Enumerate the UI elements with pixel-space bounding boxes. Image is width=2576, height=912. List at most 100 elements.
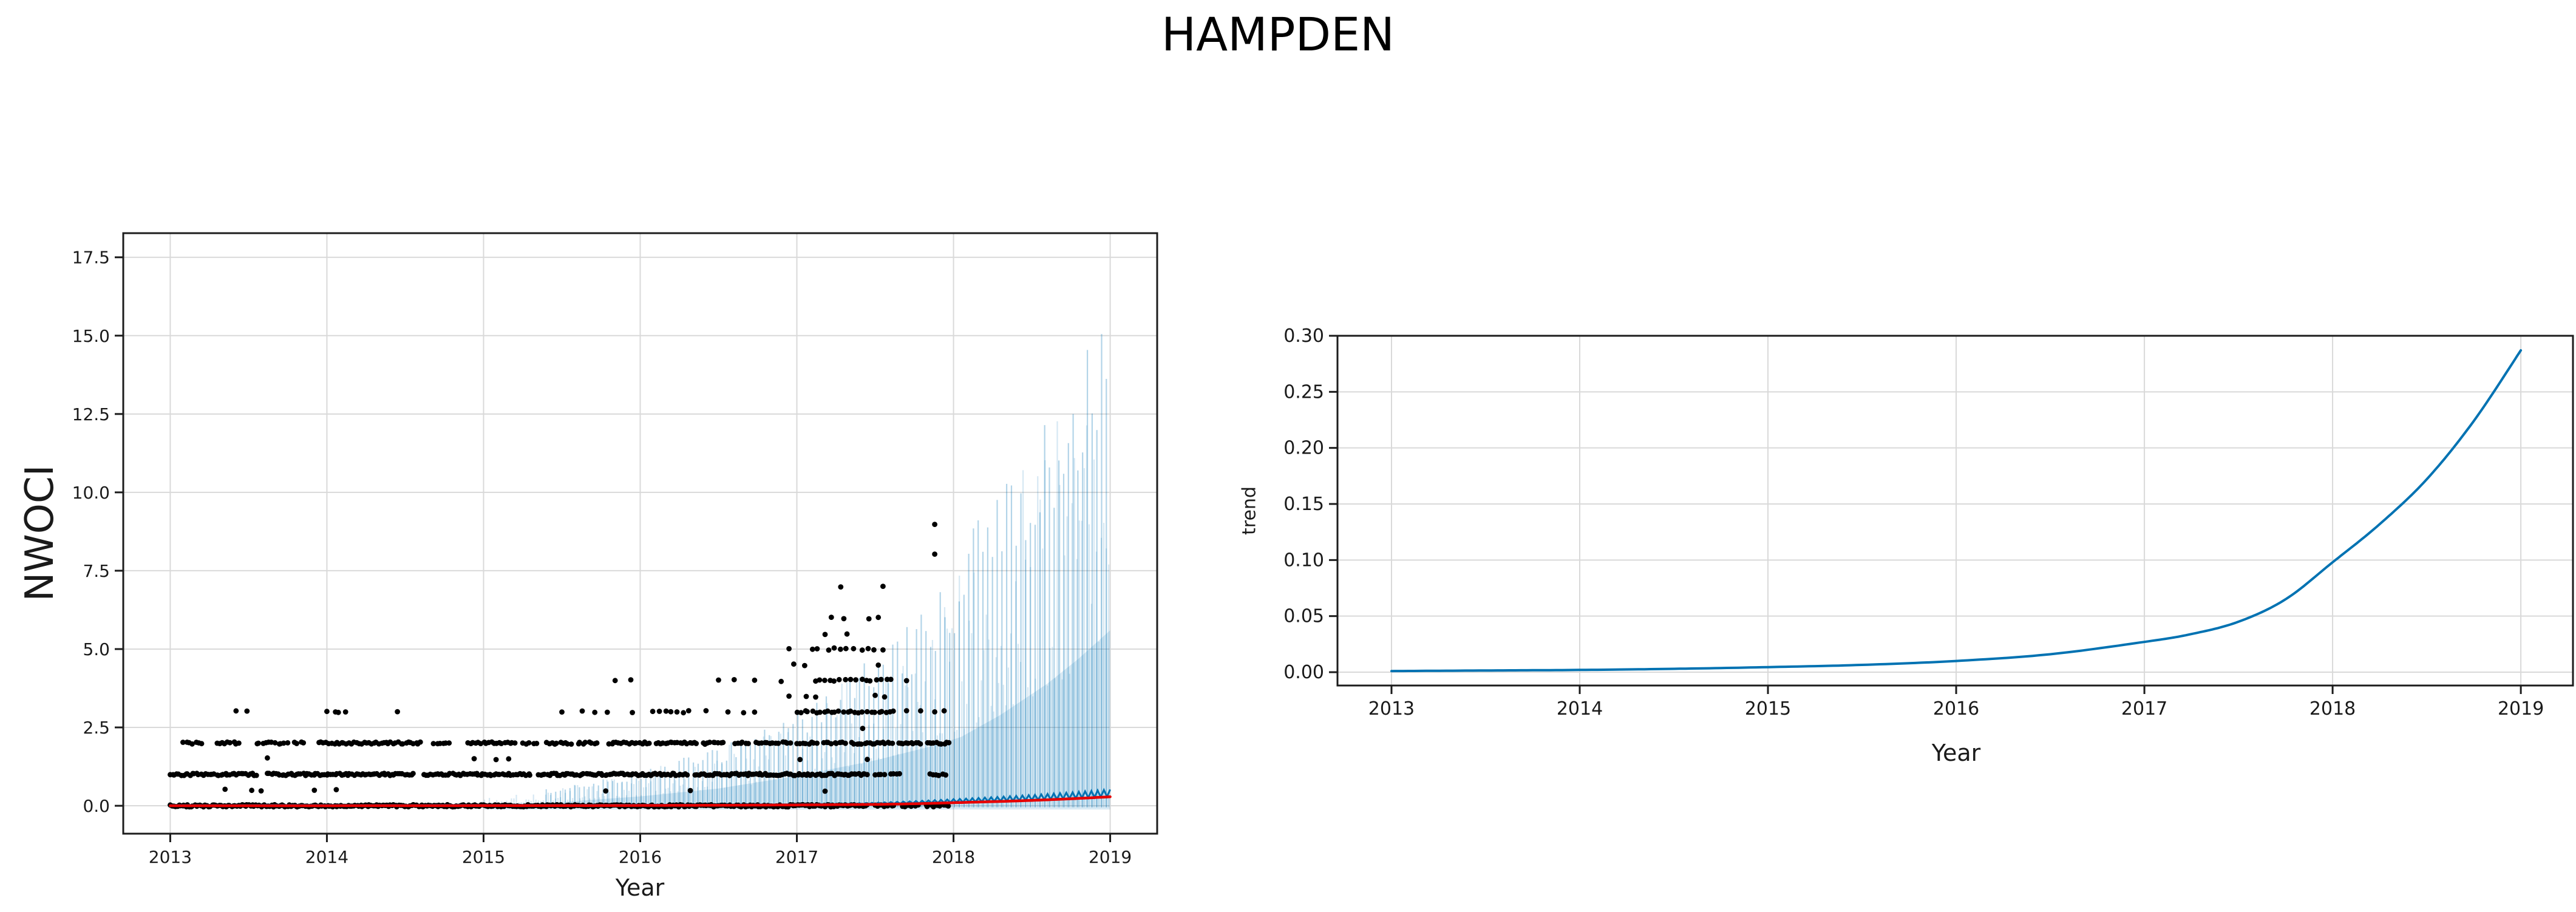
- observation-dot: [663, 708, 669, 714]
- observation-dot: [775, 740, 781, 746]
- observation-dot: [843, 645, 849, 652]
- observation-dot: [674, 709, 680, 715]
- observation-dot: [838, 584, 844, 590]
- observation-dot: [798, 710, 804, 716]
- observation-dot: [687, 788, 693, 794]
- observation-dot: [512, 740, 518, 746]
- observation-dot: [872, 709, 878, 715]
- observation-dot: [924, 803, 930, 809]
- observation-dot: [731, 677, 737, 682]
- trend-curve: [1390, 349, 2523, 673]
- observation-dot: [880, 647, 886, 653]
- observation-dot: [582, 740, 588, 746]
- observation-dot: [684, 772, 690, 778]
- figure-title: HAMPDEN: [1161, 7, 1395, 61]
- observation-dot: [236, 740, 242, 746]
- observation-dot: [835, 708, 841, 714]
- observation-dot: [253, 772, 259, 778]
- observation-dot: [838, 646, 843, 652]
- x-tick-label: 2013: [1368, 698, 1415, 720]
- observation-dot: [848, 676, 854, 682]
- observation-dot: [594, 740, 600, 746]
- observation-dot: [778, 678, 784, 684]
- y-tick-label: 0.05: [1283, 606, 1324, 627]
- observation-dot: [803, 693, 809, 699]
- observation-dot: [831, 709, 837, 715]
- observation-dot: [875, 662, 882, 668]
- observation-dot: [932, 551, 937, 557]
- left-x-axis-label: Year: [615, 874, 665, 901]
- observation-dot: [311, 788, 318, 793]
- x-tick-label: 2016: [1933, 698, 1979, 720]
- observation-dot: [878, 676, 884, 682]
- observation-dot: [851, 645, 857, 652]
- observation-dot: [878, 709, 885, 715]
- observation-dot: [786, 646, 792, 652]
- observation-dot: [430, 741, 437, 747]
- observation-dot: [527, 772, 532, 778]
- observation-dot: [809, 646, 815, 652]
- x-tick-label: 2014: [305, 847, 348, 867]
- y-tick-label: 0.10: [1283, 550, 1324, 571]
- observation-dot: [559, 709, 565, 715]
- observation-dot: [836, 676, 842, 682]
- observation-dot: [890, 708, 896, 714]
- observation-dot: [791, 661, 797, 667]
- observation-dot: [227, 740, 233, 746]
- observation-dot: [604, 709, 610, 715]
- uncertainty-band-fill: [483, 630, 1110, 810]
- y-tick-label: 0.30: [1283, 325, 1324, 347]
- observation-dot: [826, 647, 832, 653]
- observation-dot: [882, 772, 888, 778]
- observation-dot: [342, 709, 348, 715]
- observation-dot: [294, 741, 299, 746]
- observation-dot: [814, 740, 820, 746]
- observation-dot: [804, 709, 810, 715]
- observation-dot: [612, 678, 618, 684]
- observation-dot: [628, 677, 634, 682]
- x-tick-label: 2019: [2498, 698, 2544, 720]
- observation-dot: [180, 740, 186, 745]
- observation-dot: [841, 709, 846, 715]
- observation-dot: [797, 757, 803, 763]
- observation-dot: [860, 676, 865, 682]
- observation-dot: [446, 740, 452, 746]
- observation-dot: [867, 678, 873, 684]
- observation-dot: [249, 788, 254, 794]
- observation-dot: [603, 788, 609, 794]
- observation-dot: [333, 787, 339, 792]
- observation-dot: [828, 741, 834, 747]
- y-tick-label: 0.20: [1283, 438, 1324, 459]
- observation-dot: [803, 741, 808, 746]
- observation-dot: [866, 616, 872, 622]
- observation-dot: [280, 740, 287, 746]
- observation-dot: [917, 741, 923, 747]
- observation-dot: [888, 676, 894, 682]
- observation-dot: [813, 694, 818, 700]
- observation-dot: [802, 662, 807, 669]
- left-chart-plot-area: [168, 334, 1112, 810]
- observation-dot: [630, 710, 635, 715]
- observation-dot: [831, 678, 837, 684]
- observation-dot: [222, 786, 228, 792]
- observation-dot: [903, 708, 909, 713]
- observation-dot: [565, 741, 570, 747]
- observation-dot: [646, 740, 652, 746]
- y-tick-label: 12.5: [72, 404, 110, 424]
- right-chart-frame: 2013 2014 2015 2016 2017 2018 2019 0.00 0.05 0.10…: [1283, 325, 2574, 720]
- observation-dot: [703, 708, 709, 713]
- observation-dot: [843, 740, 848, 746]
- observation-dot: [848, 708, 854, 714]
- observation-dot: [739, 740, 745, 745]
- observation-dot: [301, 740, 307, 746]
- observation-dot: [859, 709, 865, 715]
- y-tick-label: 0.15: [1283, 494, 1324, 515]
- x-tick-label: 2013: [149, 847, 192, 867]
- observation-dot: [526, 740, 532, 746]
- observation-dot: [568, 741, 574, 747]
- right-chart-axes: [1337, 335, 2573, 686]
- observation-dot: [853, 677, 858, 682]
- observation-dot: [716, 677, 721, 683]
- observation-dot: [707, 740, 713, 745]
